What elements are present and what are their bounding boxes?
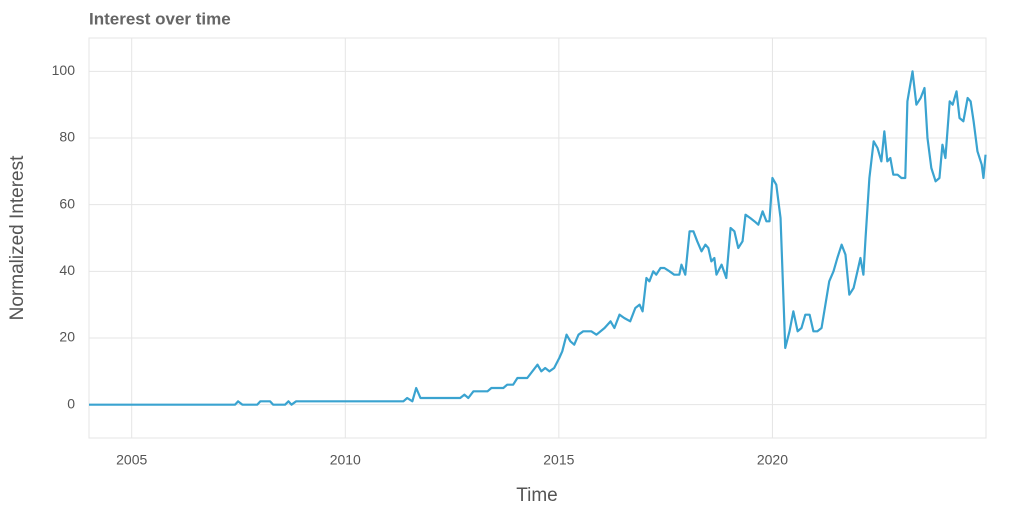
x-tick-label: 2010	[330, 452, 361, 468]
x-axis-label: Time	[516, 485, 558, 506]
x-tick-label: 2015	[543, 452, 574, 468]
y-tick-label: 20	[59, 329, 75, 345]
y-tick-label: 40	[59, 262, 75, 278]
y-tick-label: 0	[67, 395, 75, 411]
data-line	[89, 70, 987, 406]
x-tick-label: 2020	[757, 452, 788, 468]
x-tick-label: 2005	[116, 452, 147, 468]
y-axis-label: Normalized Interest	[7, 155, 28, 320]
y-tick-label: 100	[52, 62, 76, 78]
y-tick-label: 60	[59, 195, 75, 211]
plot-frame	[88, 37, 987, 439]
y-tick-label: 80	[59, 129, 75, 145]
chart-title: Interest over time	[89, 9, 231, 28]
